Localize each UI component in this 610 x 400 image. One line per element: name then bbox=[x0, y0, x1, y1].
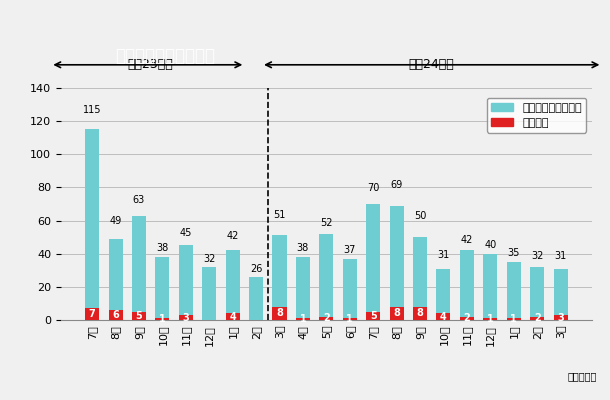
Text: （発生月）: （発生月） bbox=[568, 371, 597, 381]
Bar bbox=[203, 267, 217, 320]
Bar bbox=[413, 307, 427, 320]
Text: 51: 51 bbox=[273, 210, 285, 220]
Text: 平成24年度: 平成24年度 bbox=[409, 58, 454, 71]
Text: 1: 1 bbox=[346, 314, 353, 324]
Text: 4: 4 bbox=[440, 312, 447, 322]
Bar bbox=[226, 250, 240, 320]
Bar bbox=[366, 312, 380, 320]
Bar bbox=[343, 318, 357, 320]
Text: 35: 35 bbox=[508, 248, 520, 258]
Bar bbox=[85, 308, 99, 320]
Bar bbox=[249, 277, 263, 320]
Bar bbox=[507, 262, 521, 320]
Text: 115: 115 bbox=[83, 105, 101, 115]
Text: 4: 4 bbox=[229, 312, 236, 322]
Text: 6: 6 bbox=[112, 310, 119, 320]
Text: 8: 8 bbox=[417, 308, 423, 318]
Bar bbox=[343, 259, 357, 320]
Bar bbox=[296, 257, 310, 320]
Bar bbox=[483, 318, 497, 320]
Bar bbox=[460, 317, 474, 320]
Bar bbox=[273, 307, 287, 320]
Text: 70: 70 bbox=[367, 183, 379, 193]
Text: 重大な事故の発生状況: 重大な事故の発生状況 bbox=[115, 47, 215, 65]
Bar bbox=[226, 313, 240, 320]
Bar bbox=[530, 267, 544, 320]
Text: 38: 38 bbox=[297, 243, 309, 253]
Bar bbox=[179, 315, 193, 320]
Text: 2: 2 bbox=[534, 313, 540, 323]
Bar bbox=[460, 250, 474, 320]
Bar bbox=[436, 269, 450, 320]
Bar bbox=[413, 237, 427, 320]
Text: 42: 42 bbox=[226, 231, 239, 241]
Bar bbox=[390, 206, 404, 320]
Bar bbox=[553, 269, 567, 320]
Bar bbox=[553, 315, 567, 320]
Bar bbox=[109, 239, 123, 320]
Bar bbox=[530, 317, 544, 320]
Bar bbox=[85, 130, 99, 320]
Text: 49: 49 bbox=[109, 216, 121, 226]
Text: 32: 32 bbox=[203, 254, 215, 264]
Text: 42: 42 bbox=[461, 234, 473, 245]
Text: 1: 1 bbox=[511, 314, 517, 324]
Text: 1: 1 bbox=[159, 314, 166, 324]
Bar bbox=[179, 246, 193, 320]
Text: 3: 3 bbox=[557, 312, 564, 322]
Text: 31: 31 bbox=[437, 250, 450, 260]
Legend: 重大事故以外の事故, 重大事故: 重大事故以外の事故, 重大事故 bbox=[487, 98, 586, 133]
Text: 38: 38 bbox=[156, 243, 168, 253]
Bar bbox=[366, 204, 380, 320]
Text: 52: 52 bbox=[320, 218, 332, 228]
Text: 5: 5 bbox=[370, 311, 376, 321]
Bar bbox=[507, 318, 521, 320]
Bar bbox=[319, 234, 334, 320]
Text: 1: 1 bbox=[300, 314, 306, 324]
Bar bbox=[156, 318, 170, 320]
Text: 2: 2 bbox=[323, 313, 330, 323]
Bar bbox=[390, 307, 404, 320]
Bar bbox=[156, 257, 170, 320]
Text: 8: 8 bbox=[393, 308, 400, 318]
Text: 45: 45 bbox=[179, 228, 192, 238]
Text: 50: 50 bbox=[414, 212, 426, 222]
Bar bbox=[483, 254, 497, 320]
Bar bbox=[109, 310, 123, 320]
Bar bbox=[296, 318, 310, 320]
Bar bbox=[436, 313, 450, 320]
Text: 37: 37 bbox=[343, 244, 356, 254]
Text: 31: 31 bbox=[554, 251, 567, 261]
Bar bbox=[132, 312, 146, 320]
Text: 7: 7 bbox=[89, 309, 96, 319]
Text: 32: 32 bbox=[531, 251, 544, 261]
Text: 1: 1 bbox=[487, 314, 493, 324]
Text: 3: 3 bbox=[182, 312, 189, 322]
Text: 平成23年度: 平成23年度 bbox=[127, 58, 173, 71]
Text: 69: 69 bbox=[390, 180, 403, 190]
Text: 5: 5 bbox=[135, 311, 142, 321]
Text: 40: 40 bbox=[484, 240, 497, 250]
Text: 63: 63 bbox=[133, 195, 145, 205]
Text: 8: 8 bbox=[276, 308, 283, 318]
Text: 26: 26 bbox=[250, 264, 262, 274]
Bar bbox=[132, 216, 146, 320]
Bar bbox=[319, 317, 334, 320]
Text: 2: 2 bbox=[464, 313, 470, 323]
Bar bbox=[273, 236, 287, 320]
